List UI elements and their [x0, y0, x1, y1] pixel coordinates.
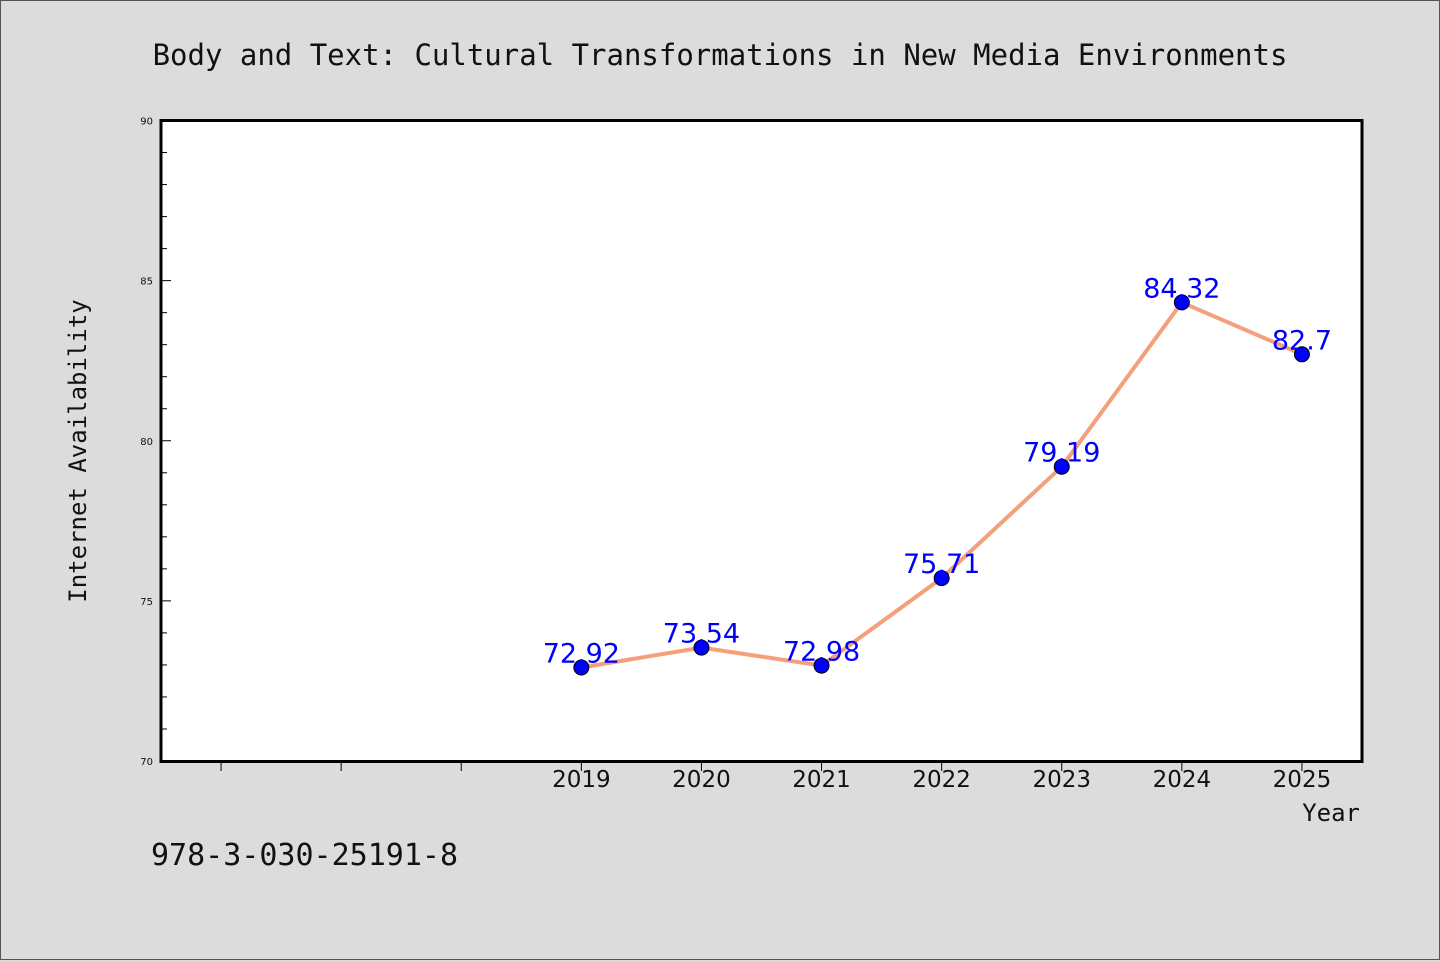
isbn-text: 978-3-030-25191-8: [151, 838, 458, 873]
series-line-group: 72.92 73.54 72.98 75.71 79.19 84.32 82.7: [543, 273, 1332, 676]
data-label: 75.71: [903, 549, 980, 580]
x-tick-label: 2019: [552, 767, 611, 793]
data-label: 84.32: [1143, 273, 1220, 304]
x-tick-label: 2024: [1153, 767, 1212, 793]
x-tick-label: 2020: [672, 767, 731, 793]
data-point: [1173, 294, 1190, 311]
data-label: 79.19: [1023, 438, 1100, 469]
y-axis: 70 75 80 85 90: [140, 117, 171, 768]
data-label: 72.92: [543, 638, 620, 669]
y-tick-label: 75: [140, 597, 153, 608]
data-label: 73.54: [663, 619, 740, 650]
x-tick-label: 2021: [792, 767, 851, 793]
y-tick-label: 85: [140, 277, 153, 288]
plot-area: [159, 119, 1364, 763]
x-tick-label: 2025: [1273, 767, 1332, 793]
y-tick-label: 80: [140, 437, 153, 448]
chart-title: Body and Text: Cultural Transformations …: [153, 38, 1288, 72]
data-point: [1293, 346, 1310, 363]
data-point: [813, 657, 830, 674]
data-point: [933, 570, 950, 587]
data-point: [573, 659, 590, 676]
x-axis: 2019 2020 2021 2022 2023 2024 2025: [220, 761, 1332, 793]
data-point: [1053, 458, 1070, 475]
y-tick-label: 90: [140, 117, 153, 128]
y-axis-label: Internet Availability: [64, 299, 92, 602]
data-point: [693, 639, 710, 656]
x-tick-label: 2023: [1032, 767, 1091, 793]
data-label: 72.98: [783, 637, 860, 668]
x-axis-label: Year: [1302, 799, 1360, 827]
y-tick-label: 70: [140, 757, 153, 768]
data-label: 82.7: [1272, 325, 1332, 356]
x-tick-label: 2022: [912, 767, 971, 793]
